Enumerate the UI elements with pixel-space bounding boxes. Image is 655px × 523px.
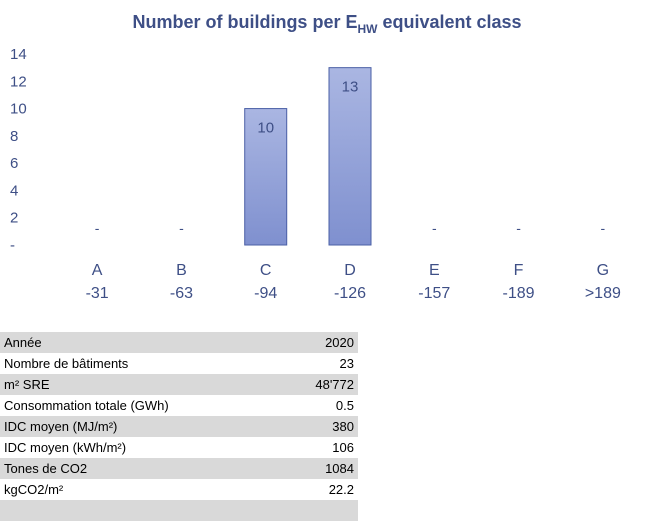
data-label: 10 [257, 120, 274, 137]
summary-value: 2020 [281, 332, 358, 353]
summary-label: kgCO2/m² [4, 482, 64, 497]
y-tick-label: 2 [10, 210, 18, 227]
x-tick-label: C [260, 262, 272, 279]
summary-value: 23 [339, 356, 354, 371]
y-tick-label: 6 [10, 155, 18, 172]
x-tick-sublabel: -157 [418, 285, 450, 302]
y-tick-label: 12 [10, 73, 27, 90]
summary-table: Année 2020 Nombre de bâtiments 23 m² SRE 48'7… [0, 332, 358, 521]
summary-row: kgCO2/m² 22.2 [0, 479, 358, 500]
x-tick-label: D [344, 262, 356, 279]
bars [244, 67, 372, 246]
summary-value: 48'772 [281, 374, 358, 395]
summary-label: IDC moyen (MJ/m²) [0, 416, 282, 437]
summary-value: 22.2 [328, 482, 354, 497]
summary-label: Tones de CO2 [0, 458, 282, 479]
summary-label: Année [0, 332, 282, 353]
summary-value [281, 500, 358, 521]
summary-value: 0.5 [335, 398, 354, 413]
summary-value: 380 [281, 416, 358, 437]
y-axis: - 2 4 6 8 10 12 14 [10, 46, 27, 254]
x-tick-sublabel: >189 [585, 285, 621, 302]
summary-row [0, 500, 358, 521]
data-label: - [432, 220, 437, 236]
y-tick-label: 10 [10, 101, 27, 118]
summary-label: m² SRE [0, 374, 282, 395]
x-tick-sublabel: -63 [170, 285, 193, 302]
y-tick-label: 8 [10, 128, 18, 145]
summary-row: IDC moyen (MJ/m²) 380 [0, 416, 358, 437]
summary-row: Année 2020 [0, 332, 358, 353]
summary-value: 106 [332, 440, 354, 455]
bar-chart: Number of buildings per EHW equivalent c… [10, 12, 621, 302]
summary-row: IDC moyen (kWh/m²) 106 [0, 437, 358, 458]
data-labels: - - 10 13 - - - [95, 79, 606, 236]
x-tick-label: E [429, 262, 440, 279]
x-tick-label: B [176, 262, 187, 279]
x-tick-sublabel: -126 [334, 285, 366, 302]
x-tick-sublabel: -31 [86, 285, 109, 302]
data-label: - [179, 220, 184, 236]
summary-row: Consommation totale (GWh) 0.5 [0, 395, 358, 416]
x-tick-label: G [597, 262, 609, 279]
x-tick-label: A [92, 262, 103, 279]
bar [328, 67, 372, 246]
x-tick-label: F [514, 262, 524, 279]
data-label: 13 [342, 79, 359, 96]
x-axis: A -31 B -63 C -94 D -126 E -157 F -189 G >189 [86, 262, 621, 302]
chart-title: Number of buildings per EHW equivalent c… [132, 12, 521, 36]
summary-row: m² SRE 48'772 [0, 374, 358, 395]
summary-value: 1084 [281, 458, 358, 479]
y-tick-label: 4 [10, 182, 18, 199]
summary-row: Nombre de bâtiments 23 [0, 353, 358, 374]
summary-label: Nombre de bâtiments [4, 356, 129, 371]
bar [244, 108, 288, 246]
data-label: - [601, 220, 606, 236]
data-label: - [516, 220, 521, 236]
summary-label: Consommation totale (GWh) [4, 398, 169, 413]
summary-row: Tones de CO2 1084 [0, 458, 358, 479]
x-tick-sublabel: -189 [503, 285, 535, 302]
y-tick-label: - [10, 237, 15, 254]
y-tick-label: 14 [10, 46, 27, 63]
data-label: - [95, 220, 100, 236]
summary-label: IDC moyen (kWh/m²) [4, 440, 127, 455]
x-tick-sublabel: -94 [254, 285, 277, 302]
summary-label [0, 500, 282, 521]
